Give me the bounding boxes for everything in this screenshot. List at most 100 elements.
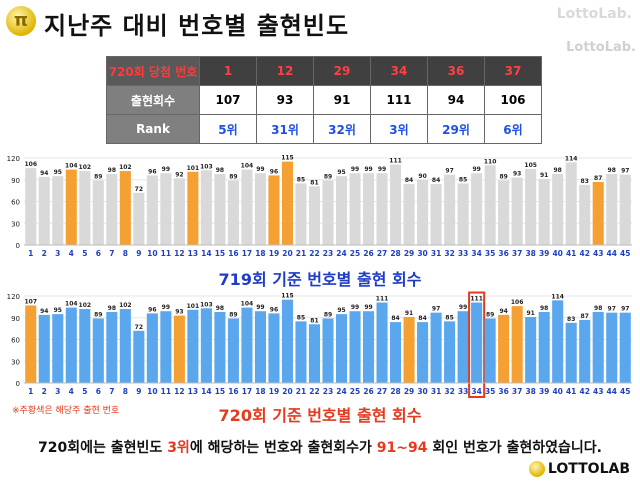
data-label-20: 115 [281,155,294,162]
bar-2 [38,176,50,245]
x-tick-label-6: 6 [96,387,101,396]
bar-11 [160,311,172,383]
data-label-15: 98 [216,305,224,312]
x-tick-label-41: 41 [566,249,576,258]
bar-13 [187,171,199,245]
data-label-21: 85 [297,176,305,183]
x-tick-label-24: 24 [336,249,346,258]
bar-38 [525,317,537,383]
x-tick-label-27: 27 [377,249,387,258]
data-label-2: 94 [40,170,48,177]
data-label-30: 84 [418,315,426,322]
data-label-10: 96 [148,168,156,175]
data-label-7: 98 [108,305,116,312]
x-tick-label-21: 21 [296,249,306,258]
data-label-37: 106 [511,299,524,306]
bar-17 [241,169,253,245]
x-tick-label-15: 15 [215,249,225,258]
chart-719: 0306090120106194295310441025896987102872… [7,155,632,258]
data-label-37: 93 [513,171,521,178]
bar-28 [390,164,402,245]
data-label-22: 81 [310,179,318,186]
rank-cell: 32위 [313,114,371,144]
data-label-23: 89 [324,311,332,318]
x-tick-label-23: 23 [323,387,333,396]
bar-31 [430,184,442,245]
bar-23 [322,180,334,245]
x-tick-label-7: 7 [109,249,114,258]
row-label: 출현회수 [106,85,200,115]
row-label: Rank [106,114,200,144]
data-label-5: 102 [79,164,92,171]
x-tick-label-22: 22 [309,249,319,258]
x-tick-label-29: 29 [404,387,414,396]
bar-6 [92,318,104,383]
x-tick-label-38: 38 [525,249,535,258]
x-tick-label-32: 32 [444,387,454,396]
x-tick-label-34: 34 [471,387,481,396]
x-tick-label-43: 43 [593,249,603,258]
bar-34 [471,173,483,245]
winning-number: 34 [370,56,428,86]
footer-brand: LOTTOLAB [528,461,630,477]
bar-18 [254,173,266,245]
x-tick-label-24: 24 [336,387,346,396]
data-label-9: 72 [135,186,143,193]
data-label-18: 99 [256,166,264,173]
x-tick-label-18: 18 [255,387,265,396]
data-label-11: 99 [162,166,170,173]
data-label-41: 114 [565,155,578,162]
x-tick-label-41: 41 [566,387,576,396]
winning-number: 12 [256,56,314,86]
bar-25 [349,173,361,245]
bar-9 [133,330,145,383]
bar-15 [214,311,226,383]
watermark: LottoLab. [556,6,632,22]
table-row-numbers: 720회 당첨 번호 1 12 29 34 36 37 [106,56,542,86]
summary-middle: 에 해당하는 번호와 출현회수가 [189,440,377,456]
bar-37 [511,177,523,245]
bar-17 [241,307,253,383]
data-label-19: 96 [270,306,278,313]
bar-14 [200,308,212,383]
x-tick-label-30: 30 [417,387,427,396]
data-label-17: 104 [241,163,254,170]
bar-19 [268,175,280,245]
data-label-12: 93 [175,309,183,316]
data-label-11: 99 [162,304,170,311]
x-tick-label-37: 37 [512,249,522,258]
x-tick-label-16: 16 [228,387,238,396]
y-tick-label: 60 [11,337,20,345]
data-label-8: 102 [119,164,132,171]
x-tick-label-23: 23 [323,249,333,258]
data-label-40: 98 [554,167,562,174]
y-tick-label: 0 [16,380,20,388]
x-tick-label-36: 36 [498,249,508,258]
data-label-28: 84 [391,315,399,322]
bar-23 [322,318,334,383]
data-label-26: 99 [364,166,372,173]
data-label-24: 95 [337,307,345,314]
data-label-44: 97 [608,306,616,313]
bar-32 [444,174,456,245]
data-label-35: 110 [484,158,497,165]
bar-3 [52,176,64,245]
y-tick-label: 90 [11,177,20,185]
count-cell: 94 [427,85,485,115]
bar-27 [376,173,388,245]
bar-9 [133,192,145,245]
data-label-1: 107 [24,298,37,305]
data-label-3: 95 [54,169,62,176]
x-tick-label-5: 5 [82,249,87,258]
data-label-16: 89 [229,311,237,318]
bar-40 [552,173,564,245]
x-tick-label-33: 33 [458,249,468,258]
rank-cell: 6위 [484,114,542,144]
data-label-31: 84 [432,177,440,184]
data-label-14: 103 [200,301,213,308]
x-tick-label-30: 30 [417,249,427,258]
bar-21 [295,183,307,245]
summary-range: 91~94 [376,440,428,456]
x-tick-label-20: 20 [282,249,292,258]
data-label-29: 91 [405,310,413,317]
